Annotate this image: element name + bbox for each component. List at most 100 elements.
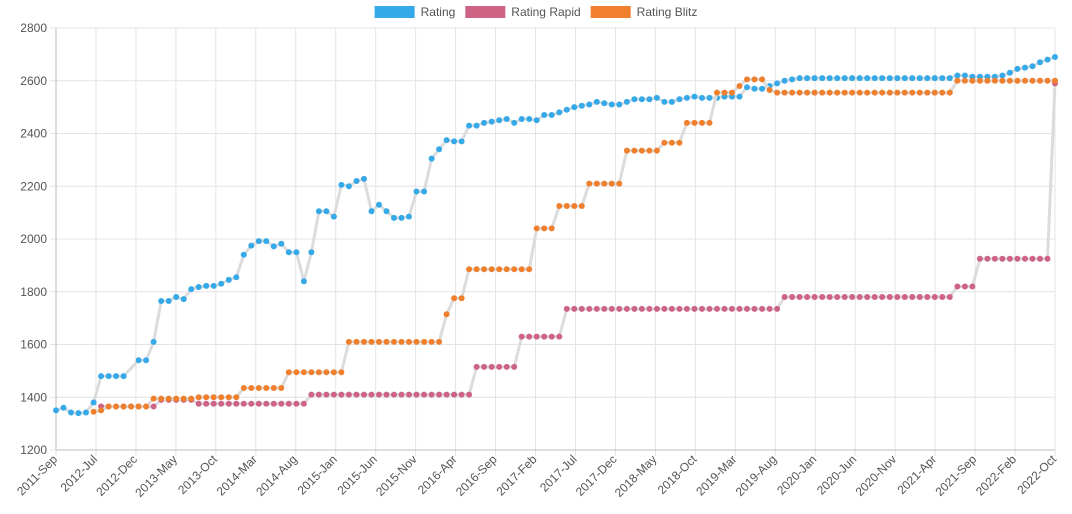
data-point-rating-rapid[interactable]	[541, 333, 548, 340]
data-point-rating-blitz[interactable]	[638, 147, 645, 154]
data-point-rating-rapid[interactable]	[796, 294, 803, 300]
data-point-rating[interactable]	[939, 75, 946, 82]
data-point-rating[interactable]	[263, 238, 270, 245]
data-point-rating-blitz[interactable]	[90, 408, 97, 415]
data-point-rating-blitz[interactable]	[406, 338, 412, 345]
data-point-rating-rapid[interactable]	[623, 305, 630, 312]
legend-item-rating[interactable]: Rating	[374, 5, 456, 19]
data-point-rating-blitz[interactable]	[203, 394, 210, 401]
data-point-rating[interactable]	[225, 276, 232, 283]
data-point-rating-blitz[interactable]	[631, 147, 638, 154]
data-point-rating-blitz[interactable]	[195, 394, 202, 401]
data-point-rating[interactable]	[278, 240, 285, 247]
data-point-rating[interactable]	[653, 94, 660, 101]
data-point-rating[interactable]	[406, 213, 412, 220]
data-point-rating-rapid[interactable]	[345, 391, 352, 398]
data-point-rating-blitz[interactable]	[293, 369, 300, 376]
data-point-rating-rapid[interactable]	[270, 400, 277, 407]
data-point-rating-rapid[interactable]	[976, 255, 983, 262]
data-point-rating-rapid[interactable]	[1037, 255, 1043, 262]
data-point-rating-rapid[interactable]	[255, 400, 262, 407]
data-point-rating-rapid[interactable]	[443, 391, 450, 398]
data-point-rating-rapid[interactable]	[526, 333, 533, 340]
data-point-rating-rapid[interactable]	[210, 400, 217, 407]
data-point-rating-blitz[interactable]	[864, 89, 871, 96]
data-point-rating-blitz[interactable]	[909, 89, 916, 96]
data-point-rating[interactable]	[931, 75, 938, 82]
data-point-rating-blitz[interactable]	[496, 266, 503, 273]
data-point-rating-blitz[interactable]	[661, 139, 668, 146]
data-point-rating-rapid[interactable]	[571, 305, 578, 312]
data-point-rating-rapid[interactable]	[751, 305, 758, 312]
data-point-rating[interactable]	[233, 274, 240, 281]
data-point-rating-blitz[interactable]	[330, 369, 337, 376]
data-point-rating[interactable]	[1037, 59, 1043, 66]
data-point-rating-rapid[interactable]	[473, 363, 480, 370]
data-point-rating-blitz[interactable]	[804, 89, 811, 96]
data-point-rating-rapid[interactable]	[488, 363, 495, 370]
legend-item-rating-blitz[interactable]: Rating Blitz	[590, 5, 698, 19]
data-point-rating-blitz[interactable]	[646, 147, 653, 154]
data-point-rating[interactable]	[210, 282, 217, 289]
data-point-rating[interactable]	[165, 298, 172, 304]
data-point-rating[interactable]	[601, 100, 608, 107]
data-point-rating-rapid[interactable]	[999, 255, 1006, 262]
data-point-rating[interactable]	[68, 409, 74, 416]
data-point-rating[interactable]	[811, 75, 818, 82]
data-point-rating-rapid[interactable]	[668, 305, 675, 312]
data-point-rating-blitz[interactable]	[886, 89, 893, 96]
data-point-rating[interactable]	[466, 122, 473, 129]
data-point-rating-rapid[interactable]	[946, 294, 953, 300]
data-point-rating-rapid[interactable]	[225, 400, 232, 407]
data-point-rating[interactable]	[946, 75, 953, 82]
data-point-rating-blitz[interactable]	[143, 403, 150, 410]
data-point-rating-blitz[interactable]	[916, 89, 923, 96]
data-point-rating[interactable]	[623, 98, 630, 105]
data-point-rating-blitz[interactable]	[841, 89, 848, 96]
data-point-rating-blitz[interactable]	[488, 266, 495, 273]
data-point-rating-rapid[interactable]	[361, 391, 367, 398]
data-point-rating[interactable]	[330, 213, 337, 220]
data-point-rating-blitz[interactable]	[601, 180, 608, 187]
data-point-rating-blitz[interactable]	[315, 369, 322, 376]
data-point-rating-blitz[interactable]	[300, 369, 307, 376]
data-point-rating[interactable]	[158, 298, 165, 304]
data-point-rating-blitz[interactable]	[383, 338, 390, 345]
data-point-rating[interactable]	[774, 80, 781, 87]
data-point-rating[interactable]	[781, 77, 788, 84]
data-point-rating-blitz[interactable]	[984, 77, 991, 84]
data-point-rating-blitz[interactable]	[819, 89, 826, 96]
data-point-rating-blitz[interactable]	[796, 89, 803, 96]
data-point-rating-rapid[interactable]	[240, 400, 247, 407]
data-point-rating-blitz[interactable]	[451, 295, 458, 302]
data-point-rating[interactable]	[796, 75, 803, 82]
data-point-rating[interactable]	[428, 155, 435, 162]
data-point-rating-rapid[interactable]	[383, 391, 390, 398]
data-point-rating-blitz[interactable]	[511, 266, 518, 273]
data-point-rating-blitz[interactable]	[128, 403, 135, 410]
data-point-rating[interactable]	[413, 188, 420, 195]
data-point-rating-blitz[interactable]	[744, 76, 750, 83]
data-point-rating[interactable]	[323, 208, 330, 215]
data-point-rating-blitz[interactable]	[225, 394, 232, 401]
data-point-rating-rapid[interactable]	[781, 294, 788, 300]
data-point-rating-rapid[interactable]	[699, 305, 705, 312]
data-point-rating[interactable]	[105, 373, 112, 380]
data-point-rating-blitz[interactable]	[616, 180, 623, 187]
data-point-rating-blitz[interactable]	[939, 89, 946, 96]
data-point-rating-blitz[interactable]	[766, 87, 773, 93]
data-point-rating[interactable]	[924, 75, 931, 82]
data-point-rating[interactable]	[864, 75, 871, 82]
data-point-rating-rapid[interactable]	[653, 305, 660, 312]
data-point-rating[interactable]	[1006, 69, 1013, 76]
data-point-rating[interactable]	[391, 214, 397, 221]
data-point-rating-blitz[interactable]	[676, 139, 683, 146]
data-point-rating-rapid[interactable]	[916, 294, 923, 300]
data-point-rating[interactable]	[909, 75, 916, 82]
data-point-rating[interactable]	[556, 109, 563, 116]
data-point-rating-blitz[interactable]	[278, 385, 285, 391]
data-point-rating[interactable]	[819, 75, 826, 82]
data-point-rating-rapid[interactable]	[398, 391, 405, 398]
data-point-rating-rapid[interactable]	[931, 294, 938, 300]
data-point-rating-rapid[interactable]	[481, 363, 488, 370]
